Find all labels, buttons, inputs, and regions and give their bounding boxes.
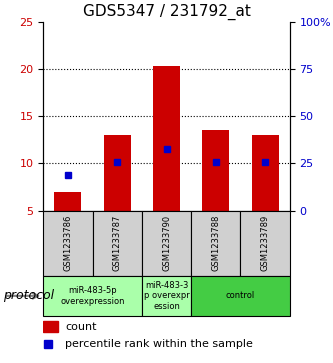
Bar [54, 192, 82, 211]
Text: count: count [66, 322, 97, 332]
Text: GSM1233789: GSM1233789 [260, 215, 270, 271]
FancyBboxPatch shape [191, 276, 290, 316]
Text: GSM1233790: GSM1233790 [162, 215, 171, 271]
FancyBboxPatch shape [43, 276, 142, 316]
Bar [251, 135, 279, 211]
Text: GSM1233788: GSM1233788 [211, 215, 220, 272]
Bar [153, 66, 180, 211]
Text: miR-483-3
p overexpr
ession: miR-483-3 p overexpr ession [144, 281, 189, 311]
FancyBboxPatch shape [191, 211, 240, 276]
FancyBboxPatch shape [43, 211, 93, 276]
Text: GSM1233786: GSM1233786 [63, 215, 73, 272]
FancyBboxPatch shape [142, 211, 191, 276]
FancyBboxPatch shape [93, 211, 142, 276]
Text: control: control [226, 291, 255, 300]
Text: GSM1233787: GSM1233787 [113, 215, 122, 272]
Text: miR-483-5p
overexpression: miR-483-5p overexpression [60, 286, 125, 306]
Text: percentile rank within the sample: percentile rank within the sample [66, 339, 253, 349]
FancyBboxPatch shape [240, 211, 290, 276]
Bar [43, 321, 58, 333]
FancyBboxPatch shape [142, 276, 191, 316]
Bar [202, 130, 229, 211]
Title: GDS5347 / 231792_at: GDS5347 / 231792_at [83, 4, 250, 20]
Text: protocol: protocol [3, 289, 55, 302]
Bar [104, 135, 131, 211]
